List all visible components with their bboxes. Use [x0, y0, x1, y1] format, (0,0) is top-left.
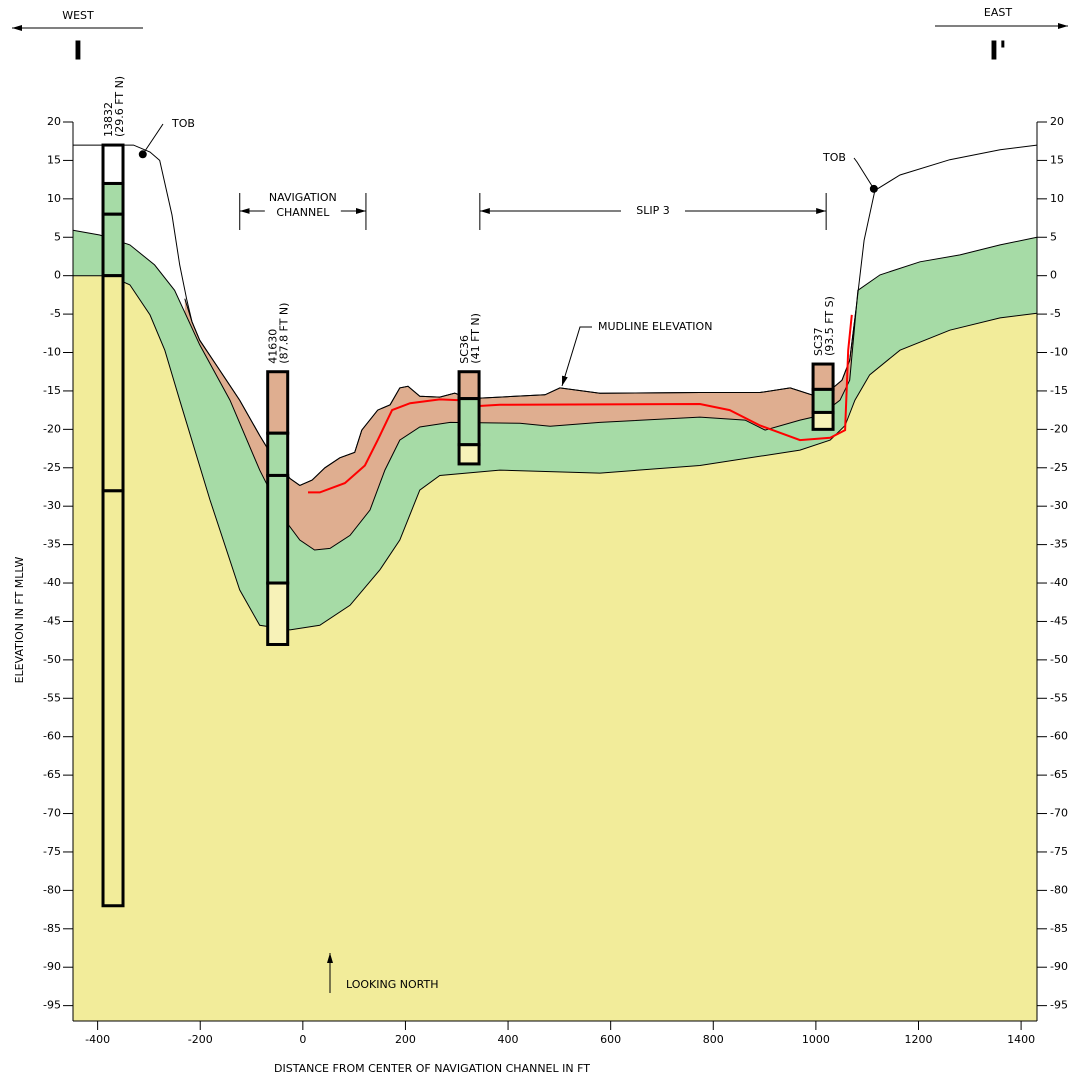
y-tick-label: -20 [1050, 422, 1068, 435]
y-tick-label: -25 [43, 461, 61, 474]
y-tick-label: -45 [43, 614, 61, 627]
tob-leader [854, 158, 874, 189]
y-tick-label: -5 [1050, 307, 1061, 320]
y-tick-label: -85 [1050, 922, 1068, 935]
y-tick-label: -95 [43, 999, 61, 1012]
span-label: NAVIGATION [269, 191, 337, 204]
y-tick-label: 0 [54, 269, 61, 282]
x-tick-label: 1400 [1007, 1033, 1035, 1046]
boring-interval [813, 412, 833, 429]
y-tick-label: -30 [43, 499, 61, 512]
y-tick-label: -80 [1050, 883, 1068, 896]
y-tick-label: -90 [1050, 960, 1068, 973]
y-tick-label: 15 [1050, 153, 1064, 166]
y-tick-label: -70 [1050, 807, 1068, 820]
y-tick-label: 0 [1050, 269, 1057, 282]
boring-interval [103, 276, 123, 491]
boring-interval [103, 491, 123, 906]
boring-interval [459, 399, 479, 445]
x-tick-label: -400 [85, 1033, 110, 1046]
boring-offset: (29.6 FT N) [113, 76, 126, 137]
y-tick-label: -65 [43, 768, 61, 781]
span-label: CHANNEL [276, 206, 330, 219]
y-tick-label: 5 [54, 230, 61, 243]
boring-interval [103, 214, 123, 275]
y-tick-label: -25 [1050, 461, 1068, 474]
cross-section-chart: WEST I EAST I' 20 20 15 15 10 10 5 5 0 0 -5 -5 -10 -1… [0, 0, 1080, 1081]
y-tick-label: -55 [43, 691, 61, 704]
section-start: I [73, 37, 83, 67]
boring-interval [268, 583, 288, 644]
east-label: EAST [984, 6, 1012, 19]
y-tick-label: 20 [47, 115, 61, 128]
y-tick-label: -15 [1050, 384, 1068, 397]
tob-label: TOB [171, 117, 195, 130]
mudline-label: MUDLINE ELEVATION [598, 320, 712, 333]
boring-interval [268, 372, 288, 433]
tob-point [139, 150, 147, 158]
x-tick-label: 200 [395, 1033, 416, 1046]
tob-leader [143, 124, 163, 154]
y-tick-label: -15 [43, 384, 61, 397]
y-tick-label: -35 [1050, 538, 1068, 551]
y-axis-title: ELEVATION IN FT MLLW [13, 556, 26, 683]
y-tick-label: -95 [1050, 999, 1068, 1012]
y-tick-label: -75 [43, 845, 61, 858]
y-tick-label: 10 [1050, 192, 1064, 205]
y-tick-label: -55 [1050, 691, 1068, 704]
boring-interval [459, 445, 479, 464]
boring-interval [103, 145, 123, 183]
span-label: SLIP 3 [636, 204, 669, 217]
y-tick-label: -50 [43, 653, 61, 666]
y-tick-label: -60 [1050, 730, 1068, 743]
x-tick-label: -200 [188, 1033, 213, 1046]
west-label: WEST [62, 9, 94, 22]
x-tick-label: 600 [600, 1033, 621, 1046]
x-tick-label: 1200 [904, 1033, 932, 1046]
y-tick-label: -50 [1050, 653, 1068, 666]
y-tick-label: -30 [1050, 499, 1068, 512]
boring-interval [268, 433, 288, 475]
y-tick-label: 15 [47, 153, 61, 166]
y-tick-label: -65 [1050, 768, 1068, 781]
looking-label: LOOKING NORTH [346, 978, 438, 991]
boring-interval [813, 389, 833, 412]
y-tick-label: -90 [43, 960, 61, 973]
y-tick-label: -40 [1050, 576, 1068, 589]
y-tick-label: -35 [43, 538, 61, 551]
plot: 20 20 15 15 10 10 5 5 0 0 -5 -5 -10 -10 -15 -15 -20 -20 -2… [43, 76, 1068, 1046]
boring-interval [103, 183, 123, 214]
boring-interval [459, 372, 479, 399]
boring-interval [813, 364, 833, 389]
x-tick-label: 400 [498, 1033, 519, 1046]
boring-offset: (41 FT N) [469, 313, 482, 364]
boring-offset: (87.8 FT N) [278, 303, 291, 364]
y-tick-label: -10 [43, 346, 61, 359]
section-end: I' [989, 37, 1007, 67]
x-tick-label: 0 [299, 1033, 306, 1046]
x-tick-label: 800 [703, 1033, 724, 1046]
y-tick-label: -40 [43, 576, 61, 589]
y-tick-label: -80 [43, 883, 61, 896]
y-tick-label: 20 [1050, 115, 1064, 128]
x-axis-title: DISTANCE FROM CENTER OF NAVIGATION CHANN… [274, 1062, 590, 1075]
y-tick-label: -5 [50, 307, 61, 320]
x-tick-label: 1000 [802, 1033, 830, 1046]
boring-interval [268, 475, 288, 583]
y-tick-label: -70 [43, 807, 61, 820]
y-tick-label: 5 [1050, 230, 1057, 243]
y-tick-label: 10 [47, 192, 61, 205]
boring-offset: (93.5 FT S) [823, 296, 836, 356]
y-tick-label: -10 [1050, 346, 1068, 359]
y-tick-label: -20 [43, 422, 61, 435]
y-tick-label: -45 [1050, 614, 1068, 627]
y-tick-label: -60 [43, 730, 61, 743]
mudline-leader [562, 327, 592, 386]
tob-point [870, 185, 878, 193]
y-tick-label: -75 [1050, 845, 1068, 858]
y-tick-label: -85 [43, 922, 61, 935]
tob-label: TOB [822, 151, 846, 164]
